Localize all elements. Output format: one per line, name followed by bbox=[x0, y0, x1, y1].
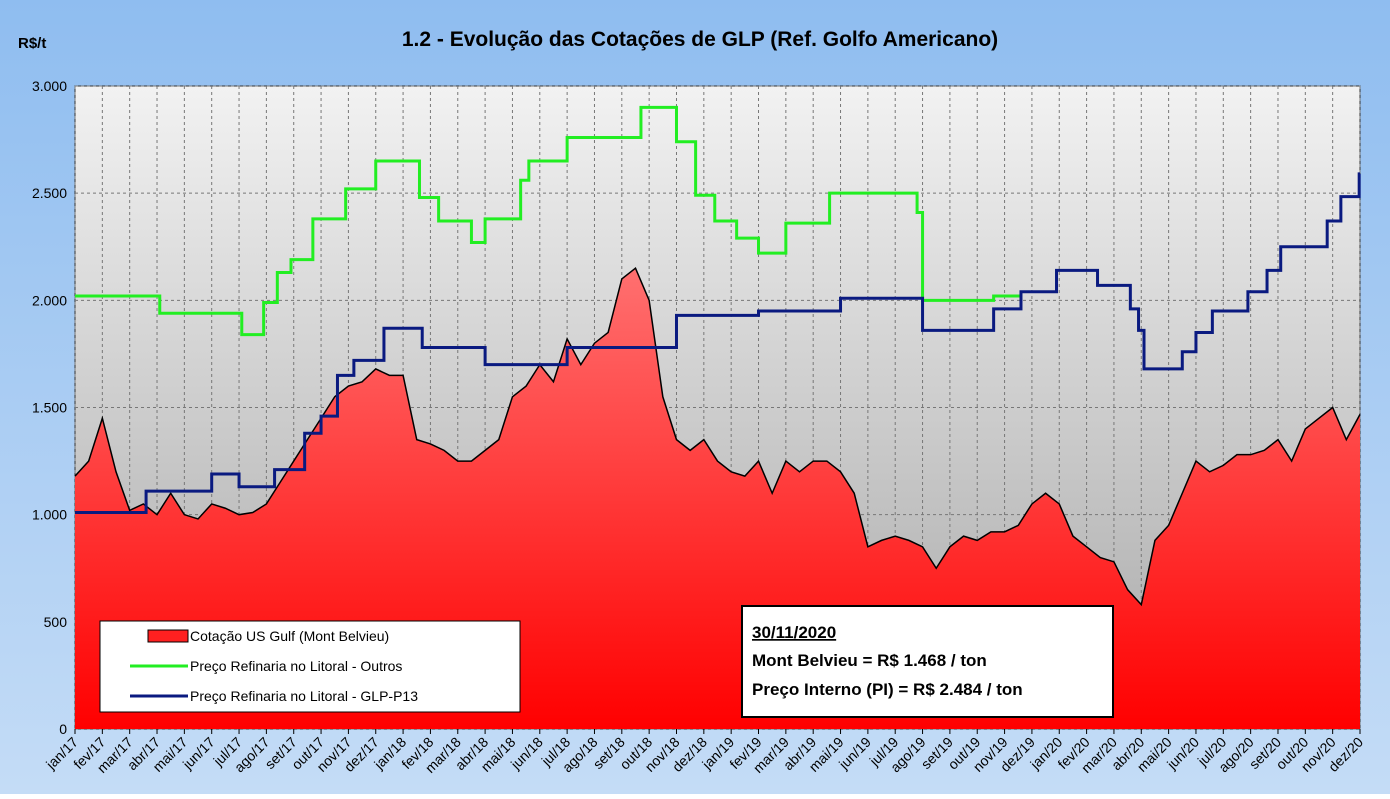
legend-swatch bbox=[147, 629, 189, 643]
y-tick-label: 1.500 bbox=[32, 400, 67, 416]
y-tick-label: 1.000 bbox=[32, 507, 67, 523]
step-line bbox=[75, 105, 1021, 337]
annotation-date: 30/11/2020 bbox=[752, 623, 836, 642]
annotation-text: Preço Interno (PI) = R$ 2.484 / ton bbox=[752, 680, 1023, 699]
y-axis-label: R$/t bbox=[18, 35, 46, 52]
y-tick-label: 500 bbox=[44, 614, 68, 630]
legend-label: Cotação US Gulf (Mont Belvieu) bbox=[190, 628, 389, 644]
y-tick-label: 3.000 bbox=[32, 78, 67, 94]
annotation-text: Mont Belvieu = R$ 1.468 / ton bbox=[752, 651, 987, 670]
annotation: 30/11/2020 Mont Belvieu = R$ 1.468 / ton… bbox=[741, 605, 1114, 718]
legend: Cotação US Gulf (Mont Belvieu) Preço Refi… bbox=[99, 620, 521, 713]
legend-label: Preço Refinaria no Litoral - Outros bbox=[190, 658, 402, 674]
annotation-box bbox=[741, 605, 1114, 718]
chart-title: 1.2 - Evolução das Cotações de GLP (Ref.… bbox=[402, 28, 998, 51]
step-line bbox=[75, 172, 1361, 515]
y-tick-label: 0 bbox=[59, 721, 67, 737]
y-tick-label: 2.500 bbox=[32, 185, 67, 201]
y-tick-label: 2.000 bbox=[32, 292, 67, 308]
legend-label: Preço Refinaria no Litoral - GLP-P13 bbox=[190, 688, 418, 704]
